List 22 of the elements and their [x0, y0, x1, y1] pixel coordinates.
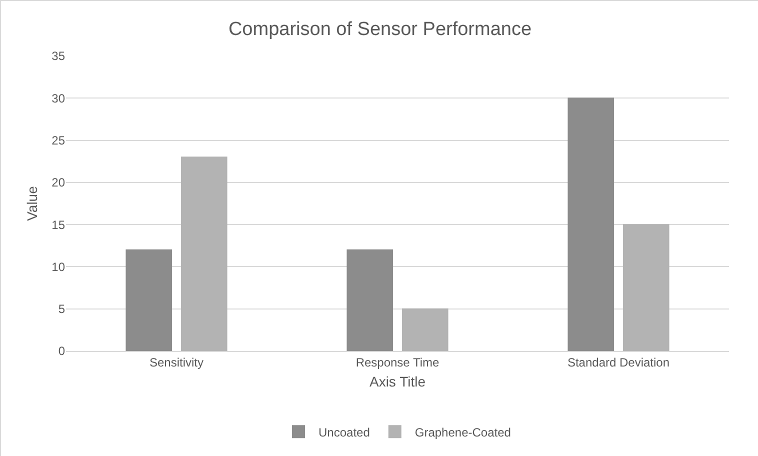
y-tick-label: 35 [52, 49, 66, 64]
bar [402, 308, 448, 351]
y-axis-title: Value [24, 186, 40, 221]
x-tick-label: Sensitivity [149, 355, 204, 370]
legend-label: Graphene-Coated [414, 425, 511, 440]
chart-title: Comparison of Sensor Performance [228, 18, 532, 40]
bar [126, 249, 172, 351]
y-tick-label: 30 [52, 91, 66, 106]
bar [180, 156, 228, 351]
y-tick-label: 5 [58, 302, 66, 316]
x-tick-label: Response Time [356, 355, 440, 370]
bar [346, 249, 394, 351]
x-axis-title: Axis Title [369, 374, 426, 390]
y-tick-label: 10 [52, 260, 66, 274]
x-tick-label: Standard Deviation [567, 355, 670, 370]
legend-label: Uncoated [318, 425, 370, 440]
y-tick-label: 15 [52, 218, 66, 232]
bar [568, 98, 614, 351]
bar [622, 224, 670, 351]
y-tick-label: 20 [52, 176, 66, 190]
y-tick-label: 0 [58, 344, 66, 358]
y-tick-label: 25 [52, 133, 66, 148]
